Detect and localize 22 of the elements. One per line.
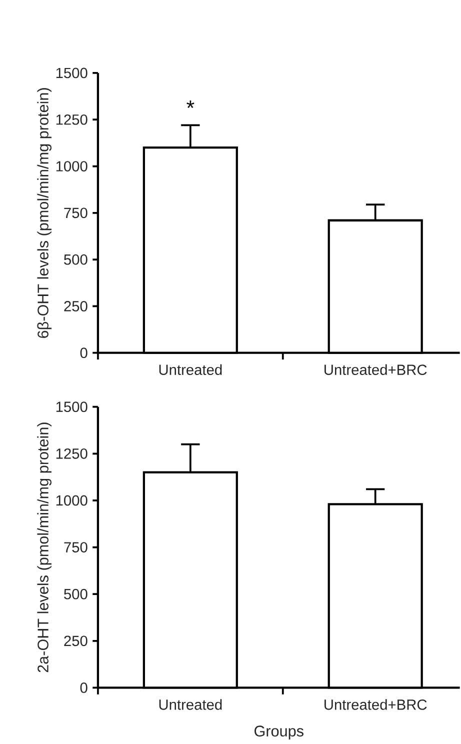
x-tick-label: Untreated — [159, 364, 222, 375]
y-tick-label: 0 — [80, 682, 88, 693]
y-tick-label: 500 — [64, 254, 88, 265]
x-tick-label: Untreated+BRC — [324, 364, 427, 375]
x-tick-label: Untreated+BRC — [324, 699, 427, 710]
y-tick-label: 250 — [64, 301, 88, 312]
y-tick-label: 1250 — [56, 448, 88, 459]
annotation: * — [186, 100, 194, 108]
y-axis-title: 2a-OHT levels (pmol/min/mg protein) — [37, 422, 52, 672]
x-axis-title: Groups — [254, 726, 304, 740]
y-tick-label: 1500 — [56, 68, 88, 78]
y-tick-label: 500 — [64, 588, 88, 600]
y-axis-title: 6β-OHT levels (pmol/min/mg protein) — [37, 88, 52, 338]
y-tick-label: 1250 — [56, 114, 88, 125]
y-tick-label: 1000 — [56, 495, 88, 506]
y-tick-label: 750 — [64, 542, 88, 552]
y-tick-label: 1000 — [56, 161, 88, 172]
y-tick-label: 750 — [64, 208, 88, 218]
x-tick-label: Untreated — [159, 699, 222, 710]
y-tick-label: 250 — [64, 636, 88, 646]
y-tick-label: 1500 — [56, 402, 88, 412]
y-tick-label: 0 — [80, 348, 88, 358]
